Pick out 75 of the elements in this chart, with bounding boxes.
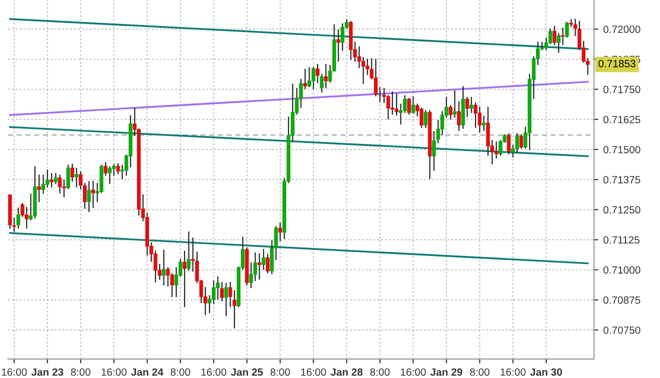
candlestick — [411, 96, 416, 114]
x-tick-label: 16:00 — [102, 368, 127, 376]
candlestick — [182, 250, 186, 308]
x-tick-label: Jan 29 — [430, 368, 462, 376]
candlestick — [253, 252, 258, 281]
y-tick-label: 0.71375 — [603, 176, 640, 184]
candlestick — [54, 172, 58, 184]
candlestick — [186, 231, 191, 271]
candlestick — [41, 174, 46, 194]
x-tick-label: 16:00 — [301, 368, 326, 376]
candlestick — [324, 64, 328, 88]
y-tick-label: 0.71000 — [603, 266, 640, 274]
candlestick — [58, 174, 62, 194]
candlestick — [50, 172, 54, 188]
candlestick — [407, 98, 411, 115]
candlestick — [506, 133, 511, 154]
candlestick — [320, 74, 324, 92]
candlestick — [37, 174, 41, 202]
candlestick — [258, 253, 262, 280]
candlestick — [266, 254, 270, 274]
candlestick — [361, 57, 366, 84]
candlestick — [66, 164, 70, 190]
x-tick-label: Jan 24 — [131, 368, 164, 376]
y-tick-label: 0.71250 — [603, 206, 640, 214]
candlestick — [216, 276, 220, 300]
candlestick — [312, 67, 316, 90]
x-tick-label: Jan 25 — [230, 368, 263, 376]
candlestick — [560, 28, 565, 46]
candlestick — [494, 141, 498, 158]
candlestick — [74, 168, 78, 188]
candlestick — [228, 282, 232, 308]
candlestick — [307, 67, 312, 88]
candlestick — [336, 29, 340, 62]
y-tick-label: 0.71500 — [603, 146, 640, 154]
x-tick-label: 8:00 — [70, 368, 90, 376]
y-tick-label: 0.71125 — [603, 236, 640, 244]
candlestick — [357, 46, 362, 68]
candlestick — [16, 208, 20, 229]
candlestick — [212, 280, 216, 304]
y-tick-label: 0.70750 — [603, 326, 640, 334]
y-tick-label: 0.72000 — [603, 26, 640, 33]
x-tick-label: Jan 30 — [530, 368, 562, 376]
candlestick — [470, 96, 474, 113]
x-tick-label: 8:00 — [470, 368, 490, 376]
candlestick — [91, 180, 96, 208]
candlestick — [303, 68, 307, 90]
x-tick-label: 8:00 — [270, 368, 290, 376]
candlestick — [424, 110, 428, 128]
x-tick-label: 16:00 — [500, 368, 526, 376]
candlestick — [478, 106, 482, 133]
candlestick — [162, 250, 166, 286]
candlestick — [108, 166, 112, 184]
x-tick-label: 16:00 — [400, 368, 426, 376]
x-tick-label: Jan 28 — [330, 368, 363, 376]
candlestick — [556, 33, 561, 53]
x-tick-label: 16:00 — [201, 368, 226, 376]
candlestick — [482, 116, 486, 132]
y-tick-label: 0.71750 — [603, 86, 640, 94]
candlestick — [78, 171, 83, 190]
candlestick — [82, 182, 87, 209]
y-tick-label: 0.70875 — [603, 296, 640, 304]
y-tick-label: 0.71625 — [603, 116, 640, 124]
candlestick — [386, 95, 390, 120]
candlestick — [452, 90, 457, 118]
candlestick — [70, 164, 74, 182]
candlestick — [224, 282, 228, 316]
candlestick — [420, 108, 424, 128]
candlestick — [519, 134, 524, 149]
candlestick — [374, 58, 378, 96]
candlestick — [465, 96, 470, 117]
x-tick-label: 8:00 — [170, 368, 190, 376]
candlestick — [87, 181, 91, 212]
x-tick-label: 8:00 — [370, 368, 390, 376]
x-tick-label: 16:00 — [2, 368, 27, 376]
x-tick-label: Jan 23 — [31, 368, 64, 376]
